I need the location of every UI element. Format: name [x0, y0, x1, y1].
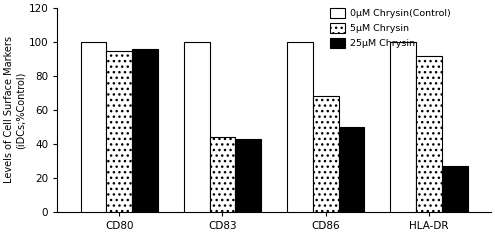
Bar: [132, 49, 158, 212]
Bar: [209, 137, 235, 212]
Legend: 0μM Chrysin(Control), 5μM Chrysin, 25μM Chrysin: 0μM Chrysin(Control), 5μM Chrysin, 25μM …: [326, 4, 454, 52]
Bar: [390, 42, 416, 212]
Bar: [339, 127, 364, 212]
Bar: [106, 51, 132, 212]
Bar: [313, 96, 339, 212]
Bar: [235, 139, 261, 212]
Y-axis label: Levels of Cell Surface Markers
(iDCs;%Control): Levels of Cell Surface Markers (iDCs;%Co…: [4, 36, 26, 184]
Bar: [81, 42, 106, 212]
Bar: [442, 166, 468, 212]
Bar: [416, 56, 442, 212]
Bar: [184, 42, 209, 212]
Bar: [287, 42, 313, 212]
